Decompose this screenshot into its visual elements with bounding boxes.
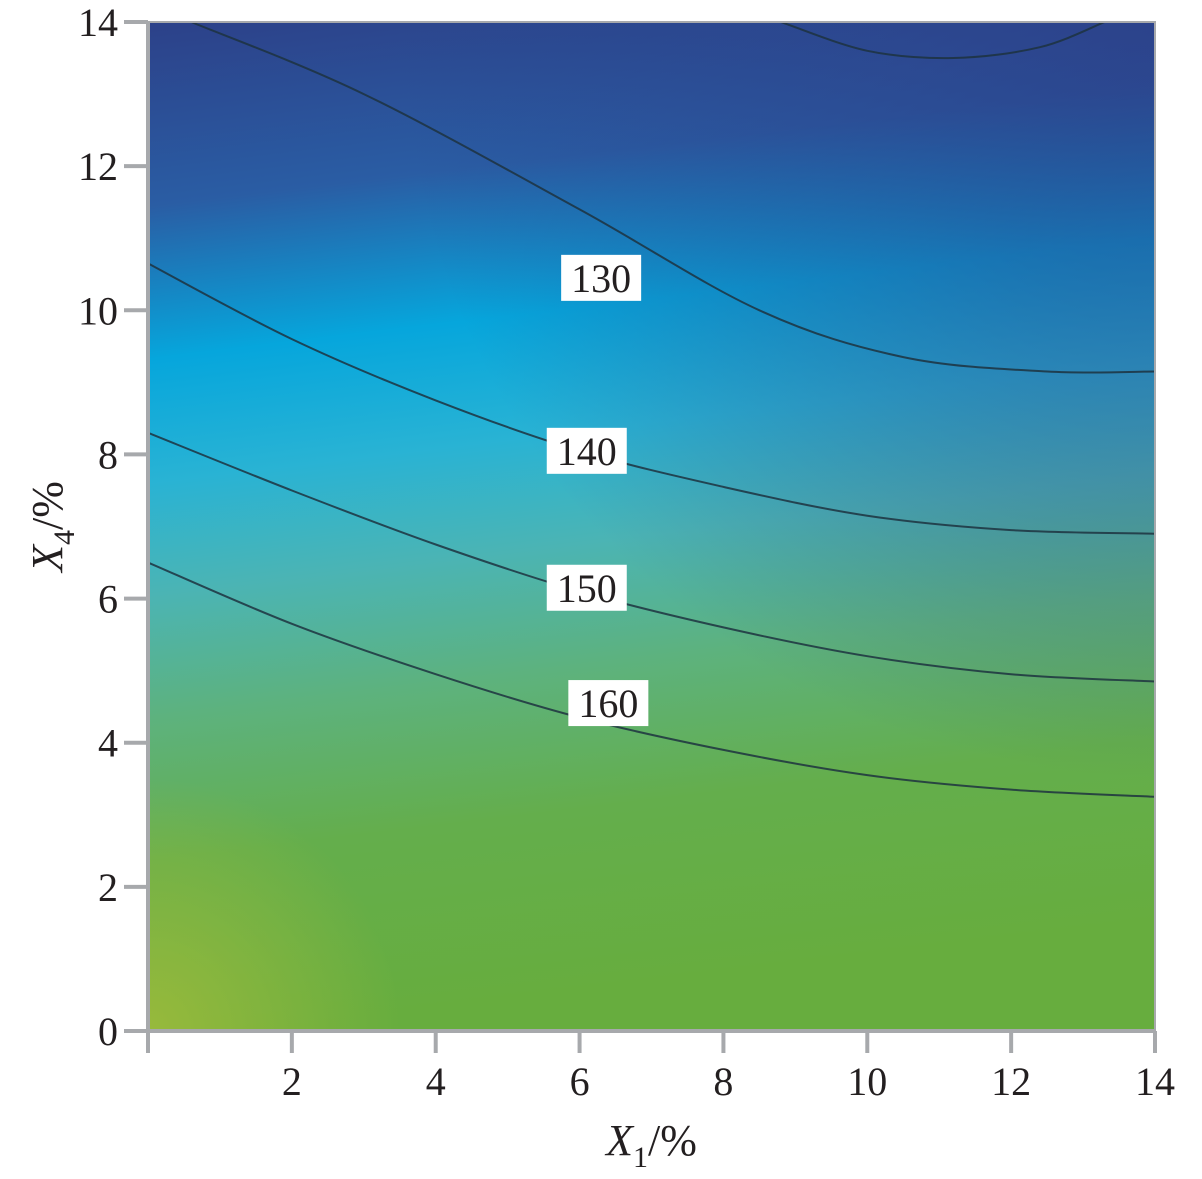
contour-label-text: 140 (557, 429, 617, 474)
x-tick-label-10: 10 (847, 1059, 887, 1104)
contour-label-box (568, 680, 649, 727)
x-tick-label-12: 12 (991, 1059, 1031, 1104)
contour-label-box (546, 564, 627, 611)
y-axis-label-subscript: 4 (48, 530, 81, 545)
contour-label-150: 150 (546, 564, 627, 611)
contour-label-130: 130 (561, 254, 642, 301)
x-tick-label-6: 6 (570, 1059, 590, 1104)
y-tick-label-10: 10 (78, 288, 118, 333)
contour-line-140 (148, 431, 1155, 683)
x-axis-label-main: X (604, 1116, 635, 1165)
contour-label-box (546, 427, 627, 474)
y-tick-label-8: 8 (98, 432, 118, 477)
heatmap-dark-tint (148, 22, 1155, 1031)
contour-label-text: 130 (571, 256, 631, 301)
x-tick-label-8: 8 (713, 1059, 733, 1104)
contour-labels: 130 140 150 160 (546, 254, 649, 727)
contour-label-140: 140 (546, 427, 627, 474)
plot-area (147, 21, 1156, 1032)
y-tick-label-4: 4 (98, 721, 118, 766)
y-tick-label-6: 6 (98, 577, 118, 622)
y-axis-label: X4/% (23, 481, 81, 574)
y-tick-label-14: 14 (78, 0, 118, 45)
contour-label-box (561, 254, 642, 301)
y-tick-label-2: 2 (98, 865, 118, 910)
y-axis: 0 2 4 6 8 10 12 14 (78, 0, 150, 1054)
y-tick-label-0: 0 (98, 1009, 118, 1054)
contour-label-160: 160 (568, 680, 649, 727)
x-axis-label: X1/% (604, 1116, 697, 1174)
contour-line-120 (190, 22, 1155, 374)
y-axis-label-unit: /% (23, 481, 72, 530)
y-tick-label-12: 12 (78, 144, 118, 189)
contour-label-text: 160 (578, 681, 638, 726)
contour-label-text: 150 (557, 566, 617, 611)
x-tick-label-2: 2 (282, 1059, 302, 1104)
x-tick-label-4: 4 (426, 1059, 446, 1104)
contour-lines (148, 22, 1155, 798)
x-axis-label-unit: /% (648, 1116, 697, 1165)
y-axis-label-main: X (23, 543, 72, 574)
contour-line-110 (780, 22, 1106, 60)
x-axis: 2 4 6 8 10 12 14 (146, 1029, 1175, 1104)
x-axis-label-subscript: 1 (633, 1141, 648, 1174)
contour-line-130 (148, 262, 1155, 535)
contour-line-150 (148, 561, 1155, 798)
x-tick-label-14: 14 (1135, 1059, 1175, 1104)
